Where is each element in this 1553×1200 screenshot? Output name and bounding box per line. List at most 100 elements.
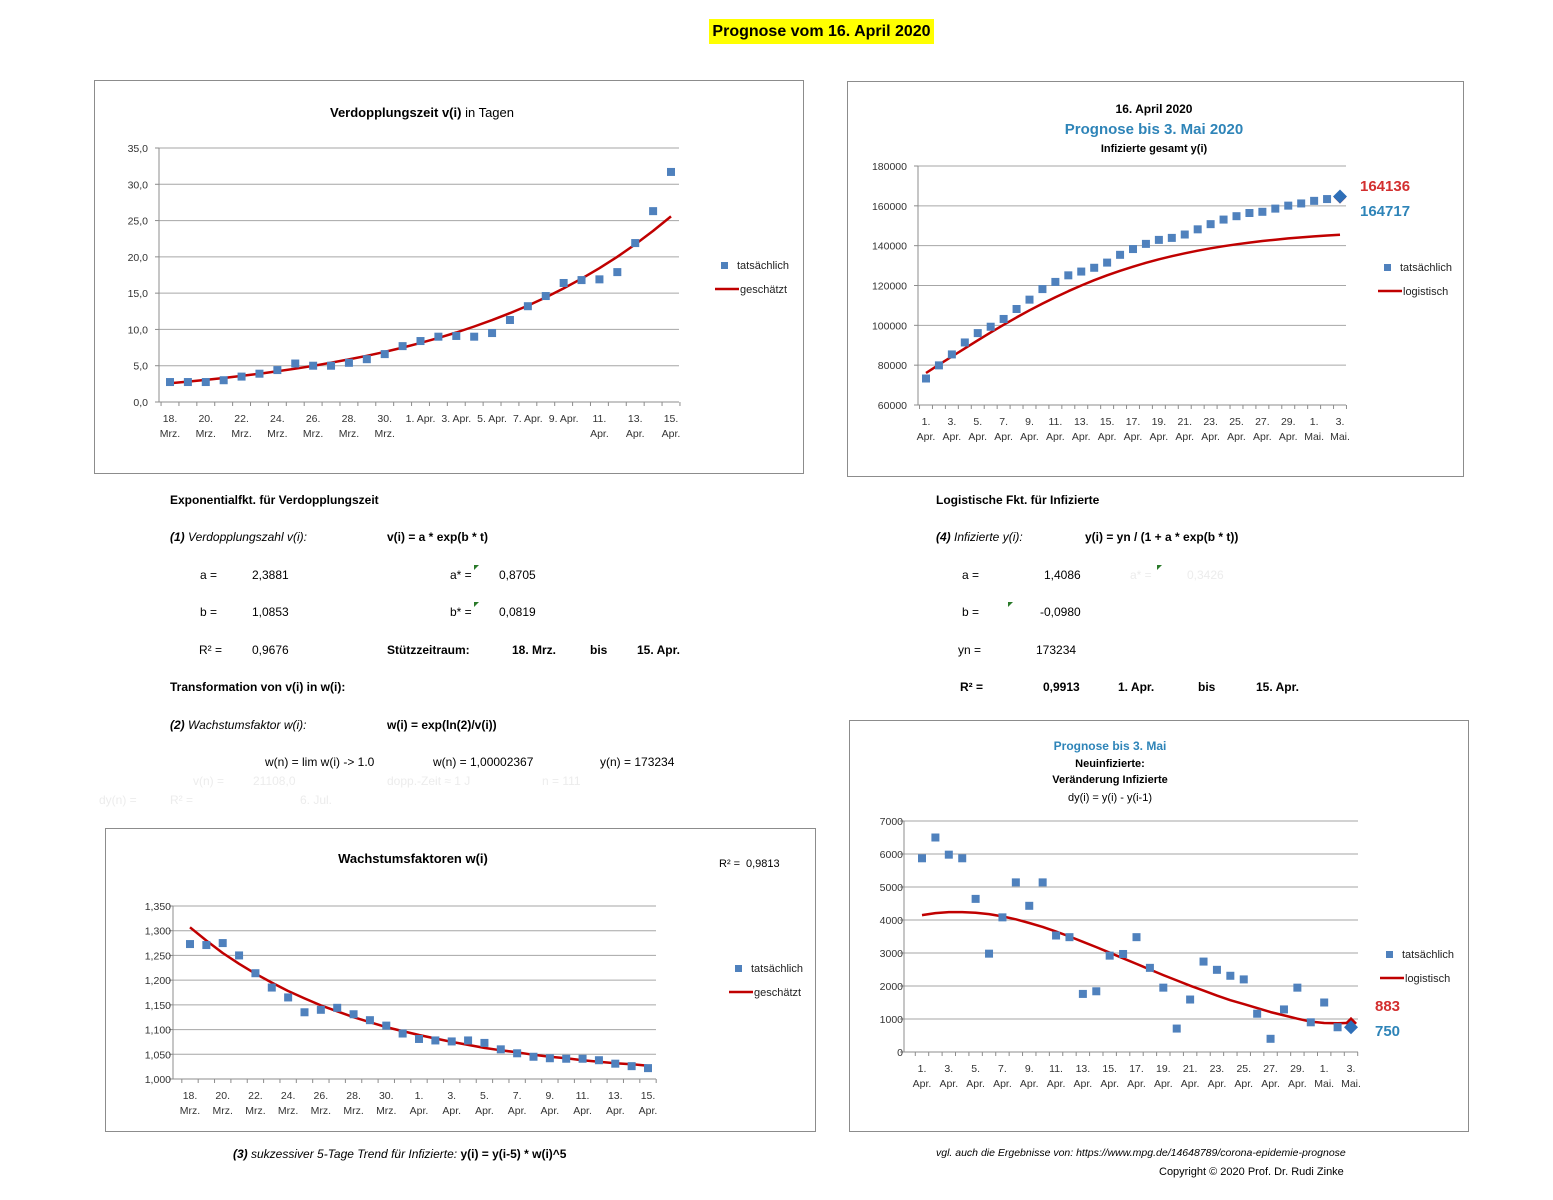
y-tick-label: 10,0 bbox=[128, 324, 149, 336]
data-point bbox=[1193, 225, 1202, 234]
data-point bbox=[1172, 1024, 1181, 1033]
data-point bbox=[202, 941, 211, 950]
x-tick-label: 5. bbox=[973, 416, 982, 428]
data-point bbox=[667, 167, 675, 176]
x-tick-label: 26. bbox=[314, 1090, 329, 1102]
data-point bbox=[523, 302, 532, 311]
data-point bbox=[1293, 983, 1302, 992]
x-tick-label: Apr. bbox=[1253, 431, 1272, 443]
y-tick-label: 140000 bbox=[872, 241, 907, 253]
data-point bbox=[611, 1059, 620, 1068]
data-point bbox=[251, 969, 260, 978]
transform-heading: Transformation von v(i) in w(i): bbox=[170, 680, 346, 694]
x-tick-label: Apr. bbox=[1154, 1078, 1173, 1090]
b-label: b = bbox=[200, 605, 218, 619]
x-tick-label: 28. bbox=[346, 1090, 361, 1102]
data-point bbox=[434, 332, 443, 341]
data-point bbox=[559, 278, 568, 287]
chart-infizierte-gesamt: 16. April 2020 Prognose bis 3. Mai 2020 … bbox=[847, 81, 1464, 477]
y-tick-label: 2000 bbox=[880, 981, 904, 993]
data-point bbox=[1078, 989, 1087, 998]
x-tick-label: Apr. bbox=[1261, 1078, 1280, 1090]
stuetz-label: Stützzeitraum: bbox=[387, 643, 470, 657]
x-tick-label: 25. bbox=[1229, 416, 1244, 428]
x-tick-label: Mrz. bbox=[311, 1105, 331, 1117]
legend-marker-points bbox=[1384, 264, 1391, 271]
data-point bbox=[649, 207, 658, 216]
data-point bbox=[1038, 285, 1047, 294]
data-point bbox=[595, 275, 604, 284]
x-tick-label: 1. bbox=[415, 1090, 424, 1102]
data-point bbox=[1012, 305, 1021, 314]
x-tick-label: 20. bbox=[198, 413, 213, 425]
chart-title: Wachstumsfaktoren w(i) bbox=[338, 851, 488, 866]
x-tick-label: 28. bbox=[342, 413, 357, 425]
data-point bbox=[1154, 235, 1163, 244]
r2-label: R² = bbox=[199, 643, 223, 657]
x-tick-label: Apr. bbox=[1047, 1078, 1066, 1090]
data-point bbox=[1092, 987, 1101, 996]
stuetz-from: 18. Mrz. bbox=[512, 643, 557, 657]
x-tick-label: Apr. bbox=[475, 1105, 494, 1117]
data-point bbox=[300, 1008, 309, 1017]
cell-comment-marker bbox=[474, 602, 479, 607]
data-point bbox=[971, 894, 980, 903]
x-tick-label: Apr. bbox=[1124, 431, 1143, 443]
fit-line-logistisch bbox=[925, 233, 1341, 375]
x-tick-label: 22. bbox=[248, 1090, 263, 1102]
x-tick-label: Apr. bbox=[1227, 431, 1246, 443]
x-tick-label: Mrz. bbox=[375, 428, 395, 440]
x-tick-label: Apr. bbox=[442, 1105, 461, 1117]
cell-comment-marker bbox=[1008, 602, 1013, 607]
data-point bbox=[577, 276, 586, 285]
chart-infizierte-gesamt-svg: 16. April 2020 Prognose bis 3. Mai 2020 … bbox=[872, 102, 1452, 443]
data-point bbox=[1284, 201, 1293, 210]
legend-label: tatsächlich bbox=[737, 260, 789, 272]
y-tick-label: 15,0 bbox=[128, 288, 149, 300]
x-tick-label: 17. bbox=[1126, 416, 1141, 428]
log-yn-value: 173234 bbox=[1036, 643, 1077, 657]
x-tick-label: Apr. bbox=[994, 431, 1013, 443]
forecast-marker-blue bbox=[1333, 189, 1347, 204]
y-tick-label: 60000 bbox=[878, 400, 907, 412]
r2-label: R² = bbox=[719, 858, 740, 870]
legend-label: logistisch bbox=[1403, 286, 1448, 298]
x-tick-label: Apr. bbox=[966, 1078, 985, 1090]
faint-astar-value: 0,3426 bbox=[1187, 568, 1224, 582]
y-tick-label: 1,250 bbox=[145, 950, 171, 962]
data-point bbox=[1052, 931, 1061, 940]
eq3-label: (3) sukzessiver 5-Tage Trend für Infizie… bbox=[233, 1147, 567, 1161]
log-a-label: a = bbox=[962, 568, 980, 582]
data-point bbox=[219, 376, 228, 385]
data-point bbox=[235, 951, 244, 960]
data-point bbox=[1279, 1005, 1288, 1014]
x-tick-label: 18. bbox=[163, 413, 178, 425]
forecast-value-red: 883 bbox=[1375, 998, 1400, 1015]
chart-title-line-1: Prognose bis 3. Mai bbox=[1054, 739, 1167, 753]
chart-title-line-2: Neuinfizierte: bbox=[1075, 758, 1145, 770]
x-tick-label: Apr. bbox=[508, 1105, 527, 1117]
data-point bbox=[999, 314, 1008, 323]
x-tick-label: 27. bbox=[1255, 416, 1270, 428]
data-point bbox=[1145, 963, 1154, 972]
x-tick-label: Apr. bbox=[1181, 1078, 1200, 1090]
y-tick-label: 35,0 bbox=[128, 143, 149, 155]
x-tick-label: Mrz. bbox=[213, 1105, 233, 1117]
data-point bbox=[918, 854, 926, 863]
data-point bbox=[613, 268, 622, 277]
data-point bbox=[958, 854, 967, 863]
log-b-value: -0,0980 bbox=[1040, 605, 1081, 619]
y-tick-label: 20,0 bbox=[128, 252, 149, 264]
x-tick-label: 25. bbox=[1236, 1063, 1251, 1075]
data-point bbox=[1167, 233, 1176, 242]
x-tick-label: Apr. bbox=[939, 1078, 958, 1090]
data-point bbox=[594, 1056, 603, 1065]
x-tick-label: 9. bbox=[545, 1090, 554, 1102]
exp-heading: Exponentialfkt. für Verdopplungszeit bbox=[170, 493, 379, 507]
x-tick-label: 22. bbox=[234, 413, 249, 425]
x-tick-label: 27. bbox=[1263, 1063, 1278, 1075]
chart-verdopplungszeit-svg: Verdopplungszeit v(i) in Tagen 0,0 5,0 10,… bbox=[128, 105, 789, 440]
x-tick-label: 7. bbox=[998, 1063, 1007, 1075]
y-tick-label: 1,350 bbox=[145, 901, 171, 913]
data-point bbox=[1129, 245, 1137, 254]
